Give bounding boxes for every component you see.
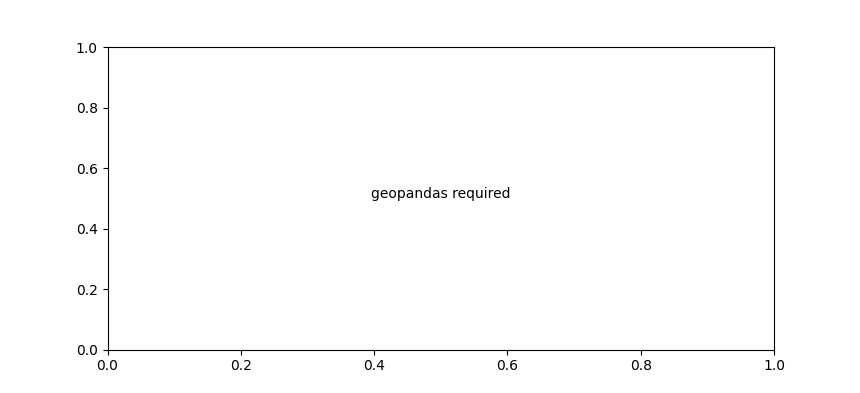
Text: geopandas required: geopandas required xyxy=(371,187,511,202)
